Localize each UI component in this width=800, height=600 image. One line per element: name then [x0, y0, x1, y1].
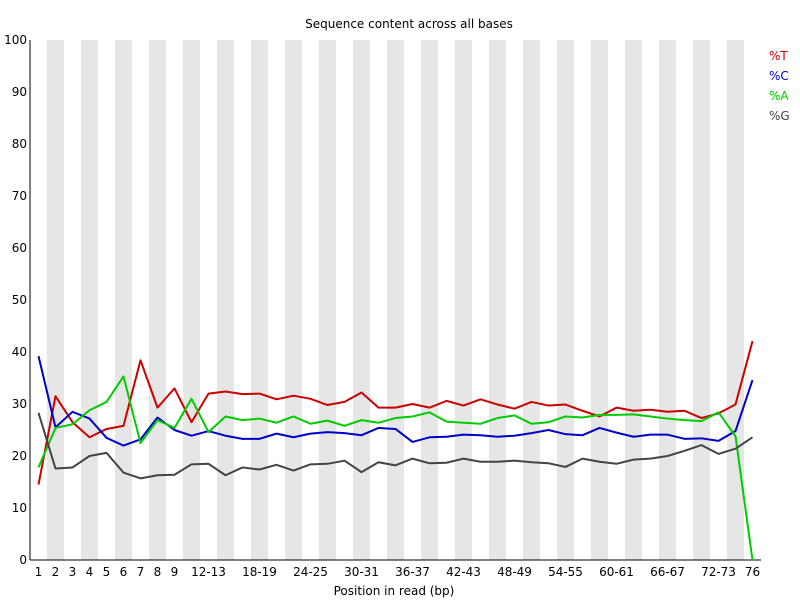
y-tick-label: 80: [12, 137, 27, 151]
y-tick-label: 20: [12, 449, 27, 463]
background-band: [387, 40, 404, 560]
background-bands: [47, 40, 744, 560]
legend-entry: %A: [769, 89, 789, 103]
y-tick-label: 100: [4, 33, 27, 47]
y-tick-label: 40: [12, 345, 27, 359]
x-tick-label: 54-55: [548, 565, 583, 579]
background-band: [489, 40, 506, 560]
x-tick-label: 3: [69, 565, 77, 579]
y-tick-label: 90: [12, 85, 27, 99]
y-axis: 0 10 20 30 40 50 60 70 80 90 100: [4, 33, 31, 567]
x-tick-label: 36-37: [395, 565, 430, 579]
background-band: [353, 40, 370, 560]
x-axis: 1 2 3 4 5 6 7 8 9 12-13 18-19 24-25 30-31 36-37 42-43 4…: [30, 559, 761, 579]
legend-entry: %C: [769, 69, 789, 83]
background-band: [81, 40, 98, 560]
y-tick-label: 50: [12, 293, 27, 307]
x-tick-label: 24-25: [293, 565, 328, 579]
x-tick-label: 12-13: [191, 565, 226, 579]
x-tick-label: 2: [52, 565, 60, 579]
legend-entry: %T: [769, 49, 788, 63]
x-tick-label: 9: [171, 565, 179, 579]
x-tick-label: 66-67: [650, 565, 685, 579]
background-band: [591, 40, 608, 560]
x-axis-label: Position in read (bp): [334, 584, 455, 598]
y-tick-label: 70: [12, 189, 27, 203]
background-band: [693, 40, 710, 560]
background-band: [251, 40, 268, 560]
background-band: [115, 40, 132, 560]
x-tick-label: 76: [745, 565, 760, 579]
x-tick-label: 60-61: [599, 565, 634, 579]
background-band: [421, 40, 438, 560]
legend-entry: %G: [769, 109, 790, 123]
background-band: [285, 40, 302, 560]
x-tick-label: 8: [154, 565, 162, 579]
y-tick-label: 0: [19, 553, 27, 567]
x-tick-label: 5: [103, 565, 111, 579]
x-tick-label: 42-43: [446, 565, 481, 579]
series-line-pct-t: [37, 340, 754, 485]
x-tick-label: 18-19: [242, 565, 277, 579]
background-band: [455, 40, 472, 560]
x-tick-label: 30-31: [344, 565, 379, 579]
background-band: [659, 40, 676, 560]
x-tick-label: 72-73: [701, 565, 736, 579]
x-tick-label: 6: [120, 565, 128, 579]
y-tick-label: 60: [12, 241, 27, 255]
legend-box: [764, 45, 794, 125]
legend: %T %C %A %G: [764, 45, 794, 125]
series-line-pct-a: [37, 375, 754, 561]
background-band: [47, 40, 64, 560]
background-band: [625, 40, 642, 560]
x-tick-label: 48-49: [497, 565, 532, 579]
background-band: [523, 40, 540, 560]
series-line-pct-g: [37, 412, 754, 480]
chart-title: Sequence content across all bases: [305, 17, 513, 31]
background-band: [217, 40, 234, 560]
background-band: [557, 40, 574, 560]
x-tick-label: 4: [86, 565, 94, 579]
background-band: [149, 40, 166, 560]
series-lines: [37, 340, 754, 561]
y-tick-label: 30: [12, 397, 27, 411]
y-tick-label: 10: [12, 501, 27, 515]
x-tick-label: 7: [137, 565, 145, 579]
background-band: [183, 40, 200, 560]
background-band: [319, 40, 336, 560]
series-line-pct-c: [37, 355, 754, 447]
x-tick-label: 1: [35, 565, 43, 579]
